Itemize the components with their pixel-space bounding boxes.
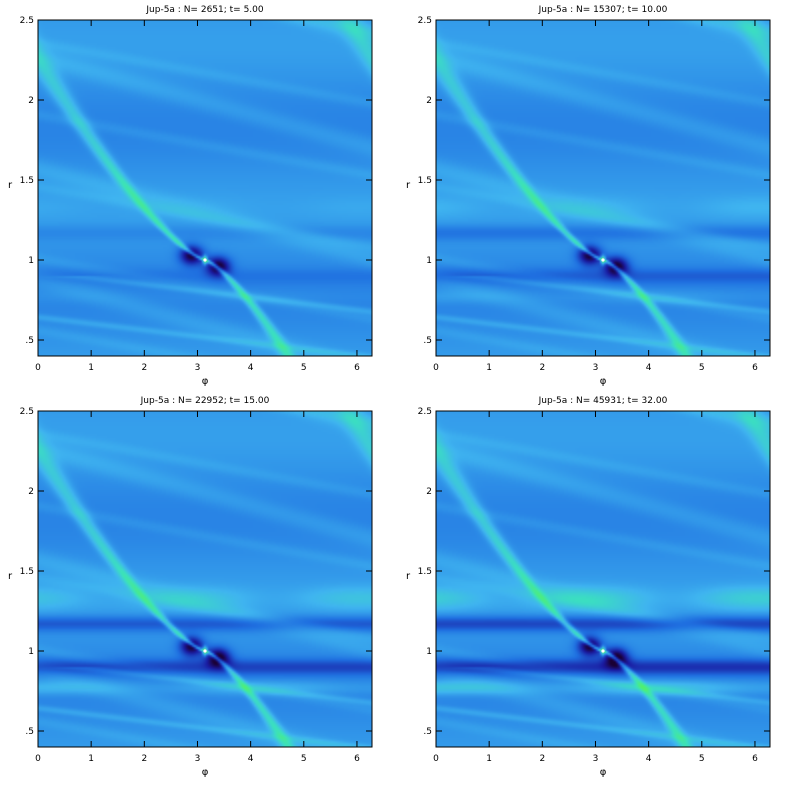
x-tick-label: 6 — [354, 363, 360, 373]
y-tick-label: 2.5 — [418, 407, 432, 417]
x-tick-label: 1 — [486, 363, 492, 373]
y-tick-label: 2.5 — [20, 16, 34, 26]
panel-2: Jup-5a : N= 15307; t= 10.00 0 1 2 3 4 5 6 .5 1 1.5… — [406, 5, 771, 387]
x-tick-label: 1 — [88, 754, 94, 764]
plot-frame — [37, 410, 373, 748]
planet-marker — [601, 649, 605, 653]
panel-title: Jup-5a : N= 45931; t= 32.00 — [538, 396, 668, 406]
y-tick-label: .5 — [25, 727, 34, 737]
y-tick-label: 2 — [426, 487, 432, 497]
y-tick-label: 2.5 — [418, 16, 432, 26]
panel-title: Jup-5a : N= 22952; t= 15.00 — [140, 396, 270, 406]
planet-marker — [601, 258, 605, 262]
x-tick-label: 4 — [248, 363, 254, 373]
x-tick-label: 4 — [248, 754, 254, 764]
x-tick-label: 6 — [354, 754, 360, 764]
x-tick-label: 6 — [752, 363, 758, 373]
panel-title: Jup-5a : N= 15307; t= 10.00 — [538, 5, 668, 15]
x-tick-label: 0 — [35, 363, 41, 373]
x-tick-label: 0 — [433, 363, 439, 373]
x-tick-label: 0 — [35, 754, 41, 764]
x-tick-label: 0 — [433, 754, 439, 764]
x-tick-label: 4 — [646, 754, 652, 764]
y-axis-label: r — [406, 180, 411, 191]
y-tick-label: 1 — [426, 256, 432, 266]
y-tick-label: 1.5 — [20, 176, 34, 186]
y-tick-label: .5 — [423, 727, 432, 737]
x-tick-label: 5 — [301, 754, 307, 764]
y-tick-label: 2.5 — [20, 407, 34, 417]
x-tick-label: 2 — [539, 363, 545, 373]
panel-3: Jup-5a : N= 22952; t= 15.00 0 1 2 3 4 5 6 .5 1 1.5… — [8, 396, 373, 778]
x-tick-label: 3 — [195, 754, 201, 764]
planet-marker — [203, 258, 207, 262]
x-tick-label: 5 — [301, 363, 307, 373]
y-tick-label: 1.5 — [20, 567, 34, 577]
heatmap-image — [436, 411, 770, 747]
x-tick-label: 4 — [646, 363, 652, 373]
panel-1: Jup-5a : N= 2651; t= 5.00 0 1 2 3 4 5 6 .5 1 1.5 2 2… — [8, 5, 373, 387]
x-tick-label: 5 — [699, 363, 705, 373]
x-axis-label: φ — [202, 767, 209, 778]
heatmap-image — [38, 411, 372, 747]
x-tick-label: 2 — [141, 754, 147, 764]
x-tick-label: 1 — [88, 363, 94, 373]
y-tick-label: 1 — [28, 256, 34, 266]
x-tick-label: 2 — [539, 754, 545, 764]
x-tick-label: 1 — [486, 754, 492, 764]
y-tick-label: 1 — [28, 647, 34, 657]
y-tick-label: 2 — [28, 487, 34, 497]
plot-frame — [435, 19, 771, 357]
y-tick-label: 2 — [28, 96, 34, 106]
heatmap-image — [436, 20, 770, 356]
y-axis-label: r — [406, 571, 411, 582]
y-tick-label: .5 — [423, 336, 432, 346]
panel-title: Jup-5a : N= 2651; t= 5.00 — [145, 5, 263, 15]
y-tick-label: .5 — [25, 336, 34, 346]
planet-marker — [203, 649, 207, 653]
y-tick-label: 1.5 — [418, 567, 432, 577]
y-axis-label: r — [8, 180, 13, 191]
panel-4: Jup-5a : N= 45931; t= 32.00 0 1 2 3 4 5 6 .5 1 1.5… — [406, 396, 771, 778]
x-tick-label: 5 — [699, 754, 705, 764]
x-tick-label: 3 — [593, 754, 599, 764]
x-axis-label: φ — [202, 376, 209, 387]
x-axis-label: φ — [600, 767, 607, 778]
y-tick-label: 1 — [426, 647, 432, 657]
plot-frame — [37, 19, 373, 357]
heatmap-image — [38, 20, 372, 356]
x-tick-label: 3 — [195, 363, 201, 373]
plot-frame — [435, 410, 771, 748]
x-axis-label: φ — [600, 376, 607, 387]
x-tick-label: 6 — [752, 754, 758, 764]
y-axis-label: r — [8, 571, 13, 582]
x-tick-label: 2 — [141, 363, 147, 373]
y-tick-label: 1.5 — [418, 176, 432, 186]
x-tick-label: 3 — [593, 363, 599, 373]
y-tick-label: 2 — [426, 96, 432, 106]
